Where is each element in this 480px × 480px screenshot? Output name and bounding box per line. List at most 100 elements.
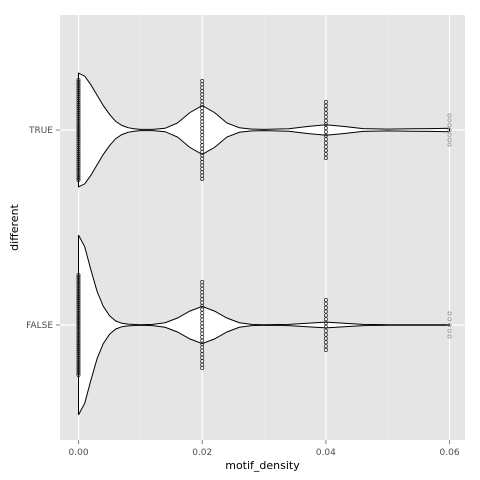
data-point [447,311,452,316]
data-point [76,176,81,180]
data-point [76,120,81,125]
data-point [76,351,81,356]
data-point [76,298,81,303]
data-point [76,302,81,307]
data-point [76,331,81,336]
data-point [323,298,328,302]
data-point [323,336,328,341]
data-point [323,107,328,112]
data-point [76,147,81,152]
data-point [76,324,81,328]
data-point [76,357,81,362]
data-point [447,142,452,147]
data-point [323,100,328,104]
data-point [76,96,81,101]
data-point [76,369,81,374]
data-point [323,340,328,345]
data-point [76,80,81,84]
data-point [447,334,452,339]
data-point [76,159,81,164]
data-point [323,344,328,349]
data-point [76,118,81,123]
data-point [323,148,328,153]
data-point [76,359,81,364]
y-tick-label: FALSE [26,321,53,331]
data-point [76,161,81,166]
data-point [76,133,81,138]
data-point [76,127,81,131]
data-point [76,178,81,182]
data-point [323,317,328,322]
data-point [323,137,328,142]
data-point [76,310,81,315]
data-point [76,347,81,352]
x-axis-title: motif_density [225,459,300,472]
data-point [76,131,81,136]
point-layer [76,78,452,377]
data-point [76,294,81,299]
y-tick-label: TRUE [28,126,53,136]
data-point [76,78,81,82]
data-point [76,139,81,144]
data-point [76,145,81,150]
data-point [76,137,81,142]
data-point [447,132,452,137]
data-point [76,84,81,89]
data-point [76,296,81,301]
data-point [76,110,81,115]
data-point [323,301,328,306]
data-point [76,343,81,348]
data-point [323,305,328,310]
data-point [76,365,81,370]
data-point [447,323,452,327]
data-point [76,367,81,372]
data-point [76,275,81,279]
data-point [76,163,81,168]
data-point [200,177,205,181]
data-point [76,106,81,111]
data-point [76,306,81,311]
data-point [447,113,452,118]
data-point [76,292,81,297]
data-point [323,152,328,157]
data-point [76,104,81,109]
data-point [323,313,328,318]
data-point [323,156,328,160]
data-point [76,143,81,148]
data-point [323,348,328,352]
data-point [447,328,452,333]
data-point [323,324,328,329]
data-point [76,157,81,162]
data-point [76,149,81,154]
data-point [76,86,81,91]
x-tick-label: 0.00 [69,448,89,458]
data-point [76,316,81,321]
data-point [76,337,81,342]
data-point [76,353,81,358]
data-point [323,332,328,337]
data-point [447,123,452,128]
data-point [76,122,81,127]
data-point [76,165,81,170]
data-point [76,90,81,95]
data-point [200,366,205,370]
data-point [76,114,81,119]
data-point [76,116,81,121]
data-point [76,88,81,93]
data-point [76,363,81,368]
data-point [76,341,81,346]
data-point [76,355,81,360]
data-point [76,371,81,375]
data-point [76,345,81,350]
data-point [76,273,81,277]
data-point [76,308,81,313]
x-tick-label: 0.06 [440,448,460,458]
data-point [76,153,81,158]
violin-false [78,234,450,416]
data-point [76,141,81,146]
data-point [76,327,81,332]
data-point [323,328,328,333]
data-point [76,82,81,87]
data-point [447,137,452,142]
data-point [76,280,81,285]
